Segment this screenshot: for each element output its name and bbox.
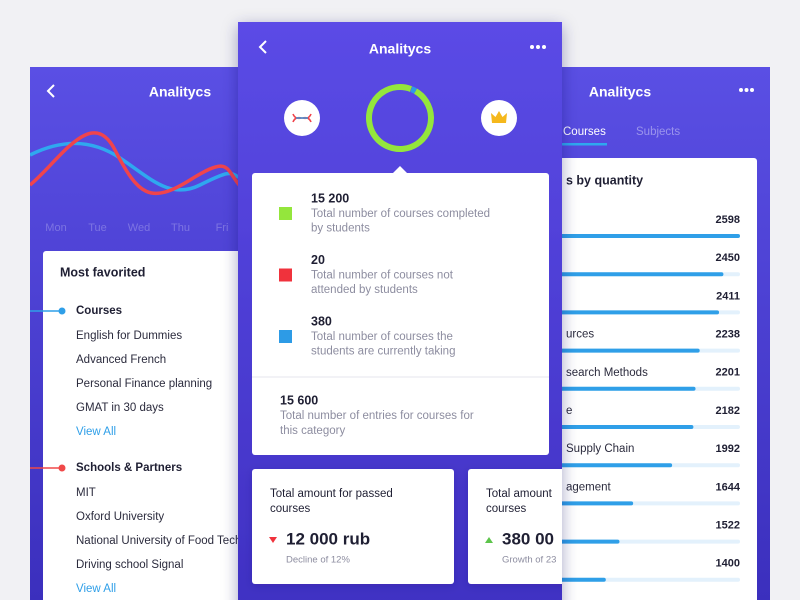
list-item[interactable]: Personal Finance planning (76, 378, 212, 390)
card-title: Most favorited (60, 265, 145, 279)
bar (562, 577, 606, 582)
row-value: 2201 (716, 367, 740, 379)
view-all-link[interactable]: View All (76, 583, 116, 595)
summary-card (468, 469, 562, 584)
row-label: urces (566, 329, 594, 341)
total-count: 15 600 (280, 393, 318, 407)
list-item[interactable]: English for Dummies (76, 330, 182, 342)
stat-count: 20 (311, 253, 325, 267)
stat-count: 380 (311, 314, 332, 328)
card-pointer (392, 166, 408, 174)
list-item[interactable]: Advanced French (76, 354, 166, 366)
row-value: 2238 (716, 329, 740, 341)
bar (562, 310, 720, 315)
bar (562, 348, 700, 353)
row-value: 1400 (716, 558, 740, 570)
legend-swatch (279, 330, 292, 343)
card-title: courses (270, 503, 311, 515)
row-value: 2182 (716, 405, 740, 417)
row-label: search Methods (566, 367, 648, 379)
row-value: 2450 (716, 252, 740, 264)
right-title: Analitycs (589, 84, 651, 100)
center-title: Analitycs (369, 41, 431, 57)
bar (562, 539, 620, 544)
row-value: 1644 (716, 481, 741, 493)
bar (562, 463, 673, 468)
row-label: agement (566, 481, 612, 493)
bar (562, 234, 740, 238)
total-description: Total number of entries for courses for (280, 410, 474, 422)
favorites-card (43, 251, 238, 600)
stat-description: students are currently taking (311, 346, 455, 358)
left-title: Analitycs (149, 84, 211, 100)
bar (562, 425, 694, 429)
right-screen: Analitycs s by quantity Courses Subjects 2… (562, 67, 770, 600)
bar (562, 272, 724, 277)
stat-description: Total number of courses the (311, 331, 453, 343)
day-label: Thu (171, 222, 190, 234)
day-label: Fri (216, 222, 229, 234)
legend-swatch (279, 268, 292, 282)
stat-description: attended by students (311, 284, 418, 296)
bar (562, 386, 696, 391)
group-dot (58, 464, 66, 472)
row-value: 2411 (716, 290, 740, 302)
back-button[interactable] (258, 40, 267, 54)
row-value: 1522 (716, 520, 740, 532)
list-item[interactable]: GMAT in 30 days (76, 402, 164, 414)
card-title: s by quantity (566, 173, 643, 187)
card-title: courses (486, 503, 527, 515)
donut (366, 84, 434, 152)
list-item[interactable]: National University of Food Tech (76, 535, 241, 547)
row-label: Supply Chain (566, 443, 634, 455)
card-change: Decline of 12% (286, 555, 350, 566)
quantity-card (562, 158, 757, 600)
row-label: e (566, 405, 572, 417)
left-screen: Analitycs Most favorited Mon Tue Wed Thu Fri… (30, 67, 241, 600)
group-name: Courses (76, 305, 122, 317)
menu-button[interactable] (739, 88, 754, 92)
menu-button[interactable] (530, 45, 546, 49)
stat-description: Total number of courses completed (311, 208, 490, 220)
stat-description: Total number of courses not (311, 270, 454, 282)
list-item[interactable]: MIT (76, 487, 96, 499)
card-change: Growth of 23 (502, 555, 556, 566)
row-value: 1992 (716, 443, 740, 455)
row-value: 2598 (716, 214, 740, 226)
legend-swatch (279, 207, 292, 220)
day-label: Tue (88, 222, 107, 234)
trend-arrow (269, 537, 277, 543)
crown-icon (491, 111, 507, 123)
day-label: Mon (45, 222, 66, 234)
view-all-link[interactable]: View All (76, 426, 116, 438)
tab[interactable]: Courses (563, 126, 606, 138)
card-amount: 380 00 (502, 529, 554, 548)
stat-description: by students (311, 223, 370, 235)
bar (562, 501, 634, 506)
group-name: Schools & Partners (76, 462, 182, 474)
wave-red (30, 131, 238, 196)
bar-track (562, 577, 740, 582)
donut-segment (366, 84, 434, 152)
list-item[interactable]: Oxford University (76, 511, 164, 523)
donut-segment (410, 86, 417, 94)
trend-arrow (485, 537, 493, 543)
stats-card (252, 173, 549, 455)
back-button[interactable] (46, 84, 55, 98)
group-dot (58, 307, 66, 315)
stat-count: 15 200 (311, 191, 349, 205)
center-screen: Analitycs Total amount for passed courses… (238, 22, 562, 600)
day-label: Wed (128, 222, 150, 234)
tab-underline (562, 143, 607, 146)
total-description: this category (280, 425, 345, 437)
summary-card (252, 469, 454, 584)
tab[interactable]: Subjects (636, 126, 680, 138)
card-title: Total amount for passed (270, 488, 393, 500)
card-amount: 12 000 rub (286, 529, 370, 548)
list-item[interactable]: Driving school Signal (76, 559, 183, 571)
card-title: Total amount (486, 488, 553, 500)
summary-cards: Total amount for passed courses 12 000 rub… (252, 469, 562, 584)
